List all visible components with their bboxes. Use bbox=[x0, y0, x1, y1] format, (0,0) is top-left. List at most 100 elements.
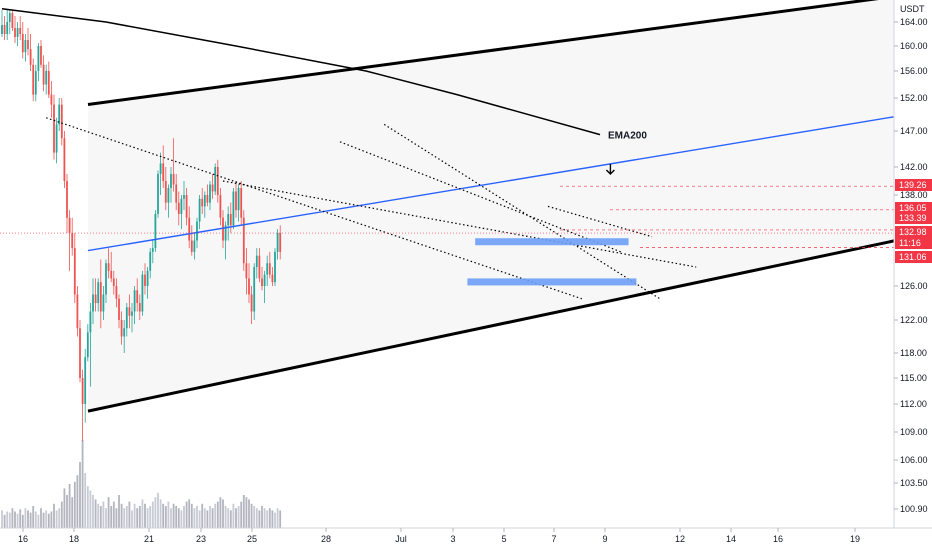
candle-body bbox=[89, 311, 92, 333]
candle-body bbox=[6, 22, 9, 34]
price-zone bbox=[467, 278, 637, 286]
price-tick-label: 115.00 bbox=[900, 373, 927, 383]
candle-body bbox=[112, 278, 115, 286]
candle-body bbox=[120, 320, 123, 337]
volume-bar bbox=[42, 512, 45, 528]
volume-bar bbox=[58, 508, 61, 528]
volume-bar bbox=[99, 506, 102, 528]
candle-body bbox=[157, 174, 159, 214]
candle-body bbox=[105, 263, 107, 295]
volume-bar bbox=[263, 508, 266, 528]
candle-body bbox=[196, 221, 198, 241]
time-tick-label: 25 bbox=[247, 534, 257, 544]
candle-body bbox=[8, 13, 11, 22]
currency-label: USDT bbox=[900, 4, 925, 14]
volume-bar bbox=[16, 513, 19, 528]
candle-body bbox=[219, 195, 222, 218]
candle-body bbox=[255, 255, 258, 268]
candle-body bbox=[107, 263, 110, 271]
candle-body bbox=[216, 167, 219, 195]
volume-bar bbox=[190, 503, 193, 528]
candle-body bbox=[53, 104, 55, 153]
price-tag bbox=[895, 237, 932, 249]
candle-body bbox=[188, 217, 191, 241]
candles bbox=[1, 10, 282, 442]
volume-bar bbox=[211, 508, 214, 528]
candle-body bbox=[144, 274, 146, 286]
candle-body bbox=[261, 278, 263, 286]
price-tick-label: 142.00 bbox=[900, 162, 928, 172]
volume-bar bbox=[73, 481, 76, 528]
volume-bar bbox=[245, 497, 248, 528]
candle-body bbox=[203, 195, 206, 207]
volume-bar bbox=[276, 508, 279, 528]
candle-body bbox=[34, 71, 37, 95]
volume-bar bbox=[105, 508, 107, 528]
volume-bar bbox=[66, 495, 68, 528]
candle-body bbox=[11, 13, 14, 28]
volume-bar bbox=[201, 503, 204, 528]
volume-bar bbox=[253, 506, 256, 528]
volume-bar bbox=[224, 506, 227, 528]
price-tick-label: 103.50 bbox=[900, 478, 928, 488]
candle-body bbox=[240, 188, 243, 218]
volume-bar bbox=[258, 510, 261, 528]
price-tag-label: 11:16 bbox=[899, 238, 921, 248]
price-tick-label: 156.00 bbox=[900, 66, 928, 76]
price-tag-label: 132.98 bbox=[899, 227, 927, 237]
volume-bar bbox=[3, 514, 6, 528]
price-tag-label: 139.26 bbox=[899, 180, 927, 190]
candle-body bbox=[190, 240, 193, 252]
volume-bar bbox=[235, 508, 237, 528]
candle-body bbox=[24, 40, 27, 53]
candle-body bbox=[3, 25, 6, 34]
volume-bar bbox=[159, 499, 162, 528]
time-tick-label: 7 bbox=[551, 534, 556, 544]
volume-bar bbox=[63, 488, 66, 528]
volume-bar bbox=[144, 503, 146, 528]
volume-bar bbox=[248, 499, 250, 528]
volume-bar bbox=[261, 506, 263, 528]
dotted-trendline bbox=[222, 180, 697, 268]
candle-body bbox=[99, 282, 102, 312]
candle-body bbox=[32, 64, 35, 95]
volume-bar bbox=[193, 508, 196, 528]
candle-body bbox=[206, 195, 209, 203]
volume-bar bbox=[214, 503, 217, 528]
price-tick-label: 118.00 bbox=[900, 348, 927, 358]
drawings: EMA200 bbox=[0, 0, 895, 413]
candle-body bbox=[250, 294, 253, 312]
volume-bar bbox=[123, 508, 126, 528]
volume-bars bbox=[1, 440, 282, 528]
candle-body bbox=[268, 263, 271, 275]
volume-bar bbox=[151, 501, 154, 528]
candle-body bbox=[274, 251, 276, 283]
volume-bar bbox=[112, 501, 115, 528]
candle-body bbox=[29, 49, 32, 65]
candle-body bbox=[154, 213, 157, 249]
price-tick-label: 106.00 bbox=[900, 455, 928, 465]
candle-body bbox=[183, 195, 185, 199]
candle-body bbox=[214, 167, 217, 192]
candle-body bbox=[211, 184, 214, 192]
price-tick-label: 122.00 bbox=[900, 315, 928, 325]
price-tick-label: 100.90 bbox=[900, 504, 928, 514]
volume-bar bbox=[188, 499, 191, 528]
price-tag-label: 133.39 bbox=[899, 213, 927, 223]
time-tick-label: 21 bbox=[144, 534, 154, 544]
candle-body bbox=[21, 34, 24, 53]
volume-bar bbox=[167, 501, 170, 528]
candle-body bbox=[76, 294, 79, 329]
volume-bar bbox=[11, 508, 14, 528]
volume-bar bbox=[240, 501, 243, 528]
candle-body bbox=[16, 28, 19, 37]
candle-body bbox=[131, 311, 133, 316]
time-tick-label: 18 bbox=[69, 534, 79, 544]
volume-bar bbox=[146, 508, 149, 528]
time-tick-label: 12 bbox=[675, 534, 685, 544]
candle-body bbox=[123, 328, 126, 337]
time-tick-label: 19 bbox=[850, 534, 860, 544]
volume-bar bbox=[250, 503, 253, 528]
price-tag bbox=[895, 202, 932, 214]
